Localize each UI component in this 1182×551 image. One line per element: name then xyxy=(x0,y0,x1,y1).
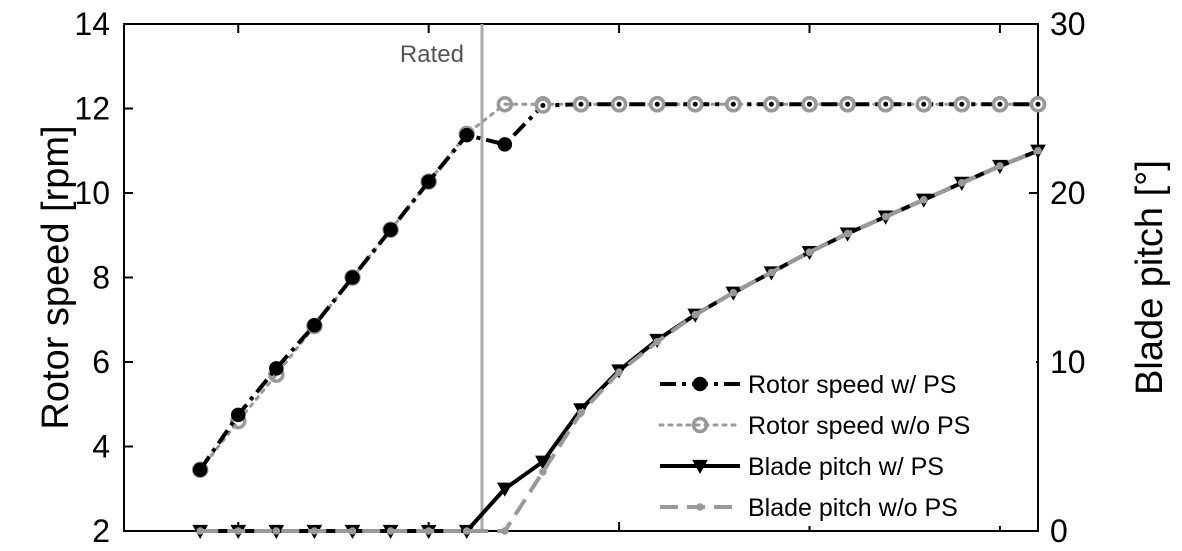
data-point xyxy=(730,101,736,107)
data-point xyxy=(348,527,357,535)
data-point xyxy=(234,527,243,535)
left-tick-label: 4 xyxy=(92,429,110,465)
data-point xyxy=(768,101,774,107)
data-point xyxy=(497,137,513,152)
left-tick-label: 10 xyxy=(74,175,110,211)
data-point xyxy=(496,482,513,497)
data-point xyxy=(958,179,966,187)
legend-label: Rotor speed w/o PS xyxy=(748,412,970,440)
data-point xyxy=(883,101,889,107)
data-point xyxy=(843,229,852,238)
data-point xyxy=(272,527,281,535)
left-axis-label: Rotor speed [rpm] xyxy=(35,125,77,429)
legend-item: Rotor speed w/ PS xyxy=(660,371,956,399)
legend: Rotor speed w/ PS Rotor speed w/o PS Blade… xyxy=(650,361,1036,526)
legend-item: Blade pitch w/o PS xyxy=(660,494,958,522)
series-line xyxy=(198,102,1038,471)
rated-label: Rated xyxy=(400,41,464,68)
data-point xyxy=(386,527,395,535)
series-blade-pitch-w-o-ps xyxy=(196,146,1042,535)
data-point xyxy=(540,103,546,109)
legend-swatch-marker xyxy=(691,416,709,434)
right-tick-label: 10 xyxy=(1050,344,1086,380)
data-point xyxy=(496,96,514,113)
data-point xyxy=(996,162,1004,170)
data-point xyxy=(307,317,322,333)
right-axis-label: Blade pitch [°] xyxy=(1129,160,1171,395)
right-tick-label: 30 xyxy=(1050,6,1086,42)
right-tick-label: 0 xyxy=(1050,513,1068,549)
legend-swatch-marker xyxy=(692,459,708,475)
data-point xyxy=(691,310,700,319)
data-point xyxy=(653,337,661,346)
rated-annotation: Rated xyxy=(400,24,484,531)
data-point xyxy=(997,101,1003,107)
left-tick-label: 12 xyxy=(74,91,110,127)
data-point xyxy=(310,527,319,535)
data-point xyxy=(1034,146,1042,155)
left-tick-label: 2 xyxy=(92,513,110,549)
data-point xyxy=(231,407,246,423)
legend-box xyxy=(650,361,1036,526)
legend-item: Blade pitch w/ PS xyxy=(660,453,944,481)
data-point xyxy=(616,101,622,107)
legend-swatch-marker xyxy=(692,376,708,392)
left-tick-label: 8 xyxy=(92,260,110,296)
legend-item: Rotor speed w/o PS xyxy=(658,412,970,440)
left-axis: 2 4 6 8 10 12 14 xyxy=(74,6,133,549)
data-point xyxy=(345,270,360,285)
data-point xyxy=(577,408,585,417)
data-point xyxy=(578,101,584,107)
data-point xyxy=(192,462,208,477)
data-point xyxy=(959,101,965,107)
data-point xyxy=(767,268,776,277)
legend-swatch-marker xyxy=(696,503,704,511)
legend-label: Blade pitch w/ PS xyxy=(748,453,944,481)
data-point xyxy=(535,455,551,470)
data-point xyxy=(269,361,284,376)
data-point xyxy=(383,222,398,238)
data-point xyxy=(729,288,738,297)
legend-label: Blade pitch w/o PS xyxy=(748,494,958,522)
data-point xyxy=(845,101,851,107)
data-point xyxy=(805,248,814,256)
data-point xyxy=(881,212,890,221)
right-tick-label: 20 xyxy=(1050,175,1086,211)
data-point xyxy=(692,101,698,107)
data-point xyxy=(424,527,433,535)
data-point xyxy=(1035,101,1041,107)
legend-label: Rotor speed w/ PS xyxy=(748,371,956,399)
data-point xyxy=(196,527,204,535)
data-point xyxy=(462,527,471,535)
data-point xyxy=(459,127,474,143)
data-point xyxy=(501,527,509,535)
left-tick-label: 6 xyxy=(92,344,110,380)
data-point xyxy=(919,195,928,204)
data-point xyxy=(615,368,623,376)
data-point xyxy=(654,101,660,107)
series-layer xyxy=(191,96,1047,540)
data-point xyxy=(421,174,436,189)
right-axis: 0 10 20 30 xyxy=(1029,6,1086,549)
data-point xyxy=(921,101,927,107)
left-tick-label: 14 xyxy=(74,6,110,42)
data-point xyxy=(807,101,812,107)
speed-overlay xyxy=(534,96,1047,114)
data-point xyxy=(539,468,547,476)
